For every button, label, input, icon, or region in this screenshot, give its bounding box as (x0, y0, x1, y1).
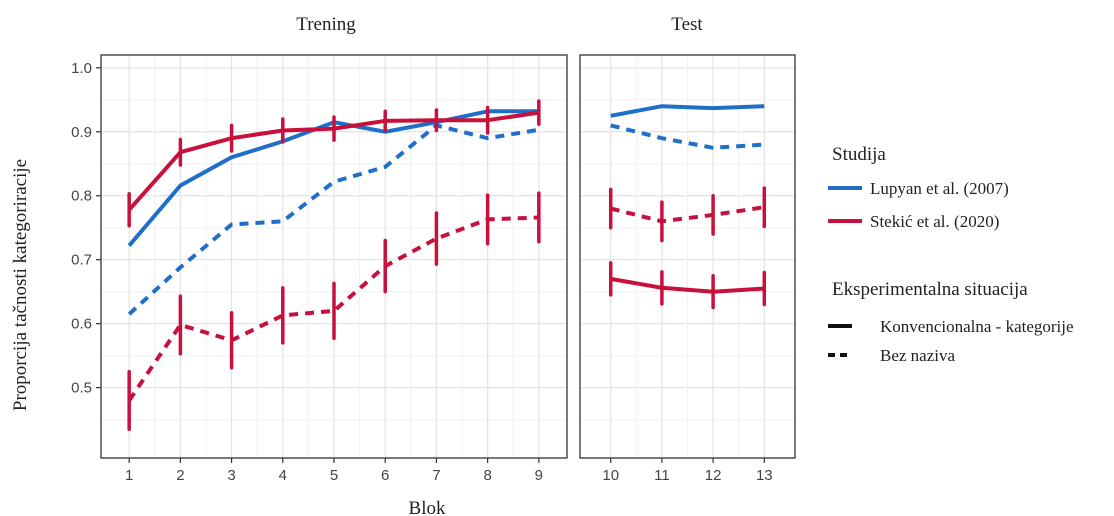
legend-label-konvencionalna: Konvencionalna - kategorije (880, 317, 1074, 336)
x-tick-label: 13 (756, 467, 773, 484)
x-axis-label: Blok (409, 498, 446, 516)
legend-label-bez-naziva: Bez naziva (880, 346, 955, 365)
legend-studija-title: Studija (832, 144, 886, 165)
x-tick-label: 6 (381, 467, 389, 484)
x-tick-label: 2 (176, 467, 184, 484)
series-line-stekic-bez-naziva (610, 205, 765, 224)
y-tick-label: 1.0 (71, 60, 92, 77)
series-layer (127, 99, 767, 431)
series-line-lupyan-bez-naziva (610, 123, 765, 150)
legend-situacija-title: Eksperimentalna situacija (832, 279, 1028, 300)
y-tick-label: 0.7 (71, 252, 92, 269)
legend-label-stekic: Stekić et al. (2020) (870, 212, 999, 231)
x-tick-label: 8 (483, 467, 491, 484)
legend-label-lupyan: Lupyan et al. (2007) (870, 179, 1009, 198)
y-tick-label: 0.5 (71, 380, 92, 397)
legend: Studija Lupyan et al. (2007) Stekić et a… (828, 144, 1074, 365)
y-tick-label: 0.9 (71, 124, 92, 141)
panel-border (579, 54, 796, 459)
x-tick-label: 3 (227, 467, 235, 484)
x-tick-label: 7 (432, 467, 440, 484)
series-line-lupyan-konvencionalna (610, 104, 765, 118)
panel-title-trening: Trening (296, 14, 356, 35)
grid-layer (101, 55, 795, 458)
x-tick-label: 5 (330, 467, 338, 484)
y-axis-label: Proporcija tačnosti kategoriracije (10, 159, 31, 411)
x-tick-label: 11 (654, 467, 670, 484)
y-tick-label: 0.6 (71, 316, 92, 333)
series-line-stekic-konvencionalna (610, 276, 765, 294)
x-tick-label: 10 (602, 467, 619, 484)
x-tick-label: 4 (279, 467, 287, 484)
x-tick-label: 12 (705, 467, 722, 484)
panel-title-test: Test (671, 14, 703, 35)
y-tick-label: 0.8 (71, 188, 92, 205)
axis-layer: 1 2 3 4 5 6 7 8 9 10 11 12 130.50.60.70.80.91.0 (71, 60, 772, 484)
x-tick-label: 1 (125, 467, 133, 484)
frame-layer (100, 54, 796, 459)
x-tick-label: 9 (535, 467, 543, 484)
series-line-lupyan-bez-naziva (127, 123, 540, 316)
